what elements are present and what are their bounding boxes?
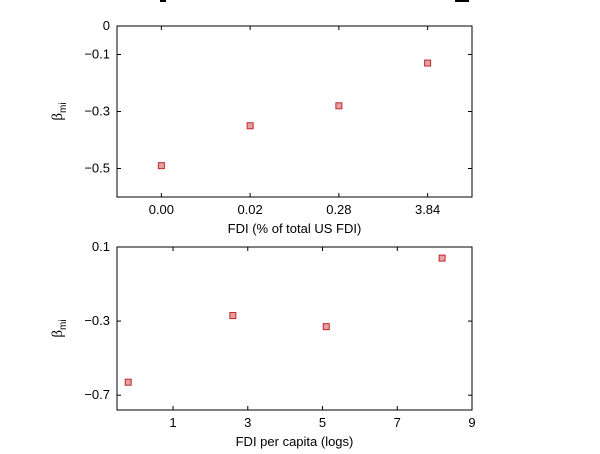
beta-symbol: β	[50, 330, 66, 338]
x-tick-label: 1	[169, 415, 176, 430]
data-point	[157, 162, 165, 170]
x-tick-label: 5	[319, 415, 326, 430]
top-y-axis-label: βmi	[50, 102, 69, 120]
y-tick-label: −0.1	[84, 47, 110, 62]
x-tick-label: 9	[468, 415, 475, 430]
beta-symbol: β	[50, 113, 66, 121]
x-tick-label: 0.28	[326, 202, 351, 217]
top-y-axis: 0 −0.1 −0.3 −0.5	[84, 18, 472, 176]
top-x-axis-label: FDI (% of total US FDI)	[228, 221, 362, 236]
clipped-text-remnant	[160, 0, 166, 2]
bottom-y-axis-label: βmi	[50, 319, 69, 337]
data-point	[246, 122, 254, 130]
data-point	[229, 312, 237, 320]
bottom-y-axis: 0.1 −0.3 −0.7	[84, 239, 472, 402]
x-tick-label: 0.02	[237, 202, 262, 217]
data-point	[424, 59, 432, 67]
top-x-axis: 0.00 0.02 0.28 3.84	[149, 26, 440, 217]
x-tick-label: 3	[244, 415, 251, 430]
clipped-text-remnant	[455, 0, 469, 2]
y-tick-label: −0.3	[84, 313, 110, 328]
data-point	[322, 323, 330, 331]
top-scatter-panel: 0 −0.1 −0.3 −0.5 0.00 0.02 0.28 3.84 FDI (% of…	[50, 18, 473, 236]
y-tick-label: 0.1	[92, 239, 110, 254]
data-point	[124, 378, 132, 386]
x-tick-label: 0.00	[149, 202, 174, 217]
x-tick-label: 3.84	[415, 202, 440, 217]
bottom-data-points	[124, 254, 446, 386]
top-plot-frame	[116, 25, 473, 198]
bottom-x-axis-label: FDI per capita (logs)	[236, 434, 354, 449]
y-tick-label: −0.3	[84, 104, 110, 119]
data-point	[335, 102, 343, 110]
y-tick-label: −0.7	[84, 387, 110, 402]
y-tick-label: −0.5	[84, 161, 110, 176]
top-data-points	[157, 59, 432, 170]
bottom-plot-frame	[116, 246, 473, 411]
y-tick-label: 0	[103, 18, 110, 33]
beta-subscript: mi	[58, 102, 69, 113]
beta-subscript: mi	[58, 319, 69, 330]
data-point	[438, 254, 446, 262]
bottom-x-axis: 1 3 5 7 9	[169, 247, 476, 430]
x-tick-label: 7	[394, 415, 401, 430]
